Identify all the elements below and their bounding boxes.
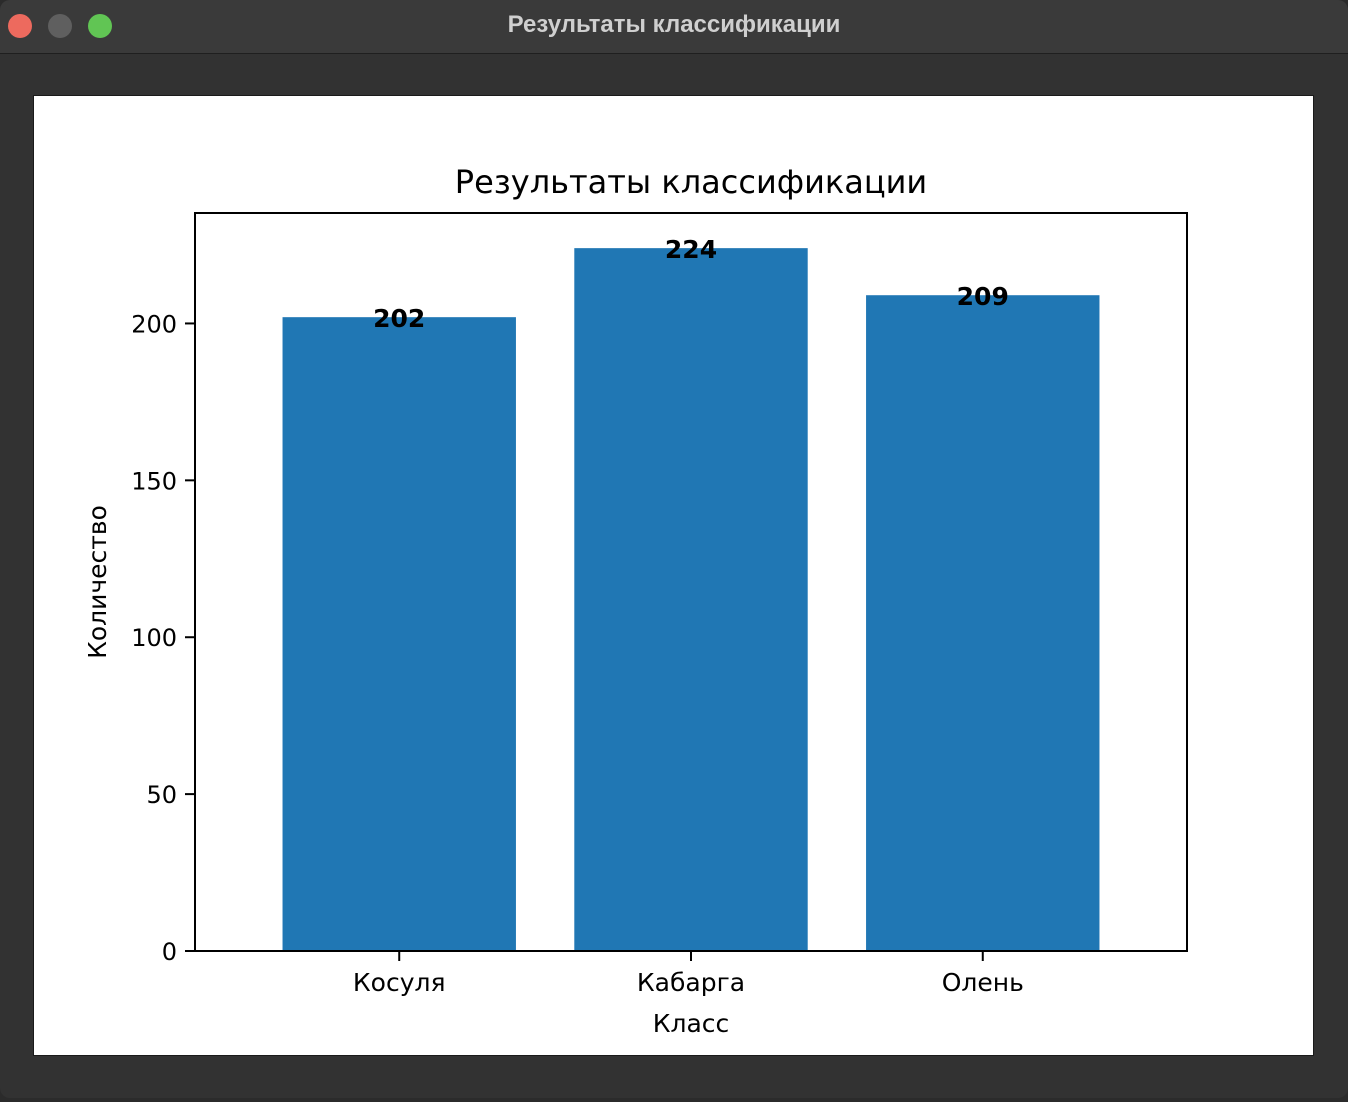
x-tick-label-1: Косуля [353,968,446,997]
y-tick-label-2: 50 [146,781,177,809]
bar-1 [282,317,516,951]
title-bar: Результаты классификации [0,0,1348,54]
y-tick-label-1: 0 [162,938,177,966]
bar-value-label-2: 224 [665,235,717,264]
x-axis-label: Класс [653,1009,730,1038]
maximize-button[interactable] [88,14,112,38]
x-tick-label-2: Кабарга [637,968,745,997]
close-button[interactable] [8,14,32,38]
y-axis-label: Количество [83,505,112,659]
y-tick-label-4: 150 [131,467,177,495]
window-title: Результаты классификации [507,11,841,38]
bar-chart: 202 224 209 0 50 100 150 200 Косуля Кабарга Олень Р… [83,163,1188,1038]
y-tick-label-5: 200 [131,310,177,338]
bar-3 [866,295,1100,951]
bar-value-label-1: 202 [373,304,425,333]
bar-value-label-3: 209 [957,282,1009,311]
y-tick-label-3: 100 [131,624,177,652]
bar-2 [574,248,808,952]
minimize-button[interactable] [48,14,72,38]
x-tick-label-3: Олень [942,968,1024,997]
chart-title: Результаты классификации [455,163,927,201]
plot-canvas: 202 224 209 0 50 100 150 200 Косуля Кабарга Олень Р… [33,95,1314,1056]
